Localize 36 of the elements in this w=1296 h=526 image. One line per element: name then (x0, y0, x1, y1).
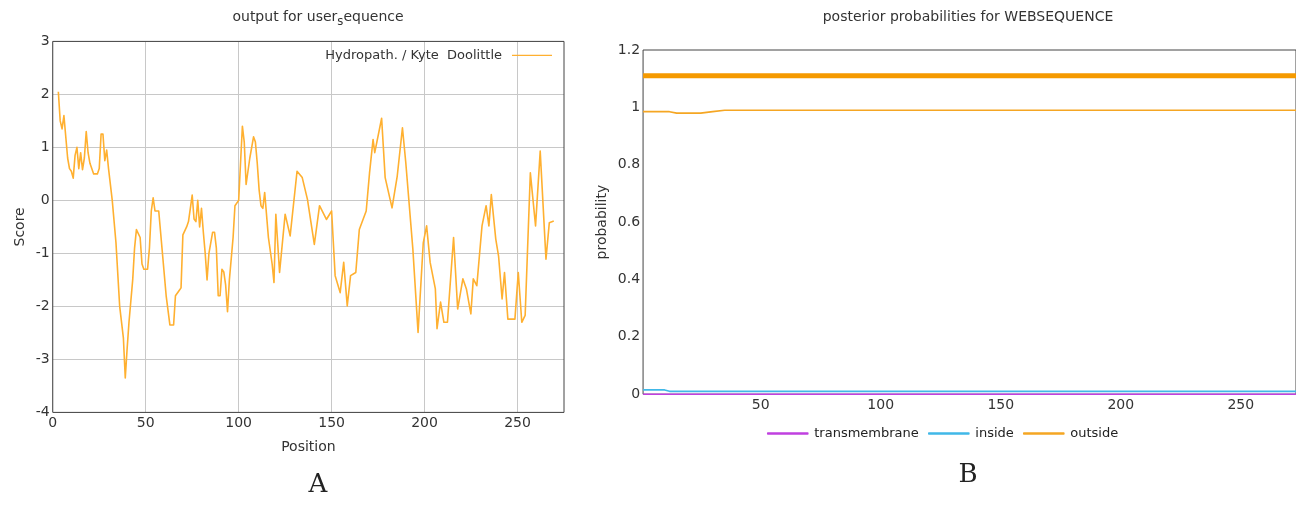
x-axis-title: Position (281, 438, 336, 455)
text: A (307, 468, 329, 498)
legend-label: inside (975, 424, 1014, 440)
x-tick-label: 250 (1227, 396, 1255, 413)
y-tick-label: 0 (40, 191, 50, 208)
y-axis-title: probability (593, 184, 610, 260)
y-tick-label: -4 (35, 403, 50, 420)
x-tick-label: 200 (1107, 396, 1135, 413)
x-tick-label: 100 (225, 414, 253, 431)
y-tick-label: -3 (35, 350, 50, 367)
x-tick-label: 100 (867, 396, 895, 413)
y-axis-title: Score (11, 207, 28, 247)
text: B (957, 458, 979, 488)
y-tick-label: 1 (631, 98, 641, 115)
legend-label: transmembrane (814, 424, 919, 440)
x-tick-label: 250 (504, 414, 531, 431)
y-tick-label: 0.8 (617, 155, 641, 172)
y-tick-label: -2 (35, 297, 50, 314)
x-tick-label: 50 (136, 414, 155, 431)
x-tick-label: 50 (751, 396, 770, 413)
y-tick-label: 2 (40, 85, 50, 102)
y-tick-label: 0.6 (617, 212, 641, 229)
x-tick-label: 150 (987, 396, 1015, 413)
x-tick-label: 150 (318, 414, 345, 431)
y-tick-label: 1 (40, 138, 50, 155)
x-tick-label: 200 (411, 414, 438, 431)
y-tick-label: -1 (35, 244, 50, 261)
chart-title: posterior probabilities for WEBSEQUENCE (821, 8, 1115, 26)
y-tick-label: 0.4 (617, 270, 641, 287)
y-tick-label: 1.2 (617, 40, 641, 57)
legend-label: outside (1070, 424, 1119, 440)
y-tick-label: 0 (631, 384, 641, 401)
legend-label: Hydropath. / Kyte Doolittle (325, 46, 502, 62)
chart-title: output for user$_{s}$equence (231, 8, 405, 30)
y-tick-label: 3 (40, 32, 50, 49)
y-tick-label: 0.2 (617, 327, 641, 344)
